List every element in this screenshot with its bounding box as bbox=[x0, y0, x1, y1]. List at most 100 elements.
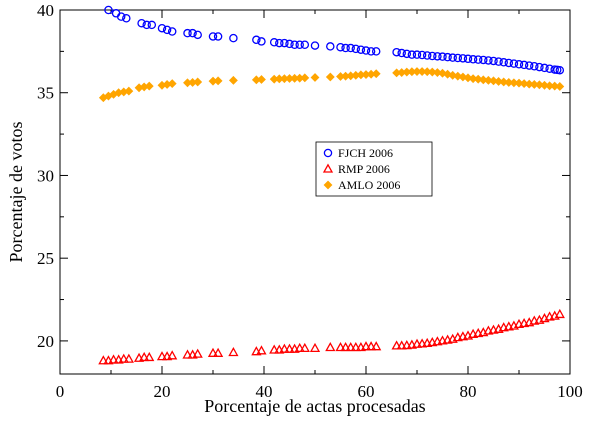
data-point bbox=[443, 52, 452, 62]
data-point bbox=[144, 351, 155, 362]
data-point bbox=[428, 51, 437, 61]
data-point bbox=[473, 55, 483, 64]
data-point bbox=[142, 20, 151, 30]
data-point bbox=[284, 343, 295, 353]
data-point bbox=[157, 23, 167, 33]
data-point bbox=[422, 51, 432, 60]
data-point bbox=[295, 40, 304, 49]
data-point bbox=[228, 75, 238, 85]
data-point bbox=[116, 12, 126, 21]
data-point bbox=[535, 62, 544, 72]
x-tick-label: 100 bbox=[557, 382, 583, 401]
data-point bbox=[468, 55, 478, 64]
data-point bbox=[494, 57, 503, 66]
data-point bbox=[489, 76, 498, 86]
data-point bbox=[407, 50, 417, 59]
data-point bbox=[299, 342, 310, 353]
data-point bbox=[366, 47, 376, 56]
series-2 bbox=[98, 308, 565, 365]
data-point bbox=[416, 338, 428, 348]
data-point bbox=[361, 46, 371, 55]
x-axis-title: Porcentaje de actas procesadas bbox=[204, 396, 425, 416]
legend-marker-circle bbox=[323, 148, 333, 158]
data-point bbox=[365, 341, 377, 351]
x-tick-label: 0 bbox=[56, 382, 65, 401]
data-point bbox=[371, 69, 381, 79]
data-point bbox=[310, 73, 320, 82]
data-point bbox=[162, 25, 172, 35]
legend-label: FJCH 2006 bbox=[338, 146, 393, 160]
data-point bbox=[411, 338, 423, 348]
data-point bbox=[397, 48, 406, 58]
data-point bbox=[192, 348, 203, 358]
data-point bbox=[391, 340, 402, 350]
data-point bbox=[554, 308, 565, 319]
data-point bbox=[167, 79, 177, 89]
data-point bbox=[300, 73, 310, 83]
data-point bbox=[530, 62, 539, 71]
data-point bbox=[257, 75, 266, 84]
data-point bbox=[514, 60, 524, 69]
data-point bbox=[341, 43, 350, 53]
data-point bbox=[555, 65, 565, 75]
x-tick-label: 60 bbox=[358, 382, 375, 401]
data-point bbox=[401, 340, 412, 350]
y-axis-title: Porcentaje de votos bbox=[6, 122, 26, 263]
data-point bbox=[479, 55, 488, 65]
legend-label: RMP 2006 bbox=[338, 162, 390, 176]
data-point bbox=[290, 40, 299, 49]
data-point bbox=[167, 27, 177, 36]
data-point bbox=[325, 72, 335, 82]
data-point bbox=[208, 32, 218, 41]
data-point bbox=[540, 63, 549, 73]
data-point bbox=[417, 50, 427, 60]
data-point bbox=[499, 58, 508, 67]
data-point bbox=[345, 341, 356, 352]
data-point bbox=[104, 5, 113, 15]
data-point bbox=[256, 345, 267, 355]
data-point bbox=[280, 38, 289, 48]
data-point bbox=[139, 351, 150, 362]
data-point bbox=[98, 355, 109, 365]
data-point bbox=[448, 53, 457, 62]
data-point bbox=[438, 52, 447, 61]
data-point bbox=[484, 56, 493, 65]
x-tick-label: 80 bbox=[460, 382, 477, 401]
legend-marker-triangle bbox=[322, 163, 334, 173]
data-point bbox=[144, 81, 154, 91]
data-point bbox=[213, 32, 223, 41]
legend-label: AMLO 2006 bbox=[338, 178, 400, 192]
data-point bbox=[350, 341, 361, 352]
data-point bbox=[193, 30, 202, 40]
series-1 bbox=[104, 5, 565, 75]
data-point bbox=[326, 42, 335, 51]
data-point bbox=[229, 33, 238, 43]
data-point bbox=[336, 42, 345, 52]
data-point bbox=[193, 77, 203, 87]
data-point bbox=[285, 39, 294, 49]
x-tick-label: 40 bbox=[256, 382, 273, 401]
data-point bbox=[371, 47, 381, 56]
data-point bbox=[555, 82, 565, 91]
data-point bbox=[453, 53, 463, 63]
data-point bbox=[147, 20, 157, 30]
data-point bbox=[309, 342, 321, 353]
data-point bbox=[504, 58, 514, 68]
data-point bbox=[213, 76, 223, 86]
data-point bbox=[188, 28, 197, 38]
data-point bbox=[183, 28, 192, 38]
data-point bbox=[412, 50, 422, 59]
data-point bbox=[489, 56, 498, 66]
data-point bbox=[433, 52, 442, 61]
series-3 bbox=[98, 67, 565, 103]
data-point bbox=[473, 74, 483, 84]
data-point bbox=[371, 341, 382, 351]
data-point bbox=[212, 347, 224, 357]
data-point bbox=[124, 86, 134, 96]
data-point bbox=[182, 349, 193, 359]
data-point bbox=[122, 14, 131, 23]
data-point bbox=[252, 35, 261, 45]
legend-marker-diamond bbox=[323, 180, 333, 190]
data-point bbox=[392, 47, 401, 57]
y-tick-label: 40 bbox=[37, 1, 54, 20]
